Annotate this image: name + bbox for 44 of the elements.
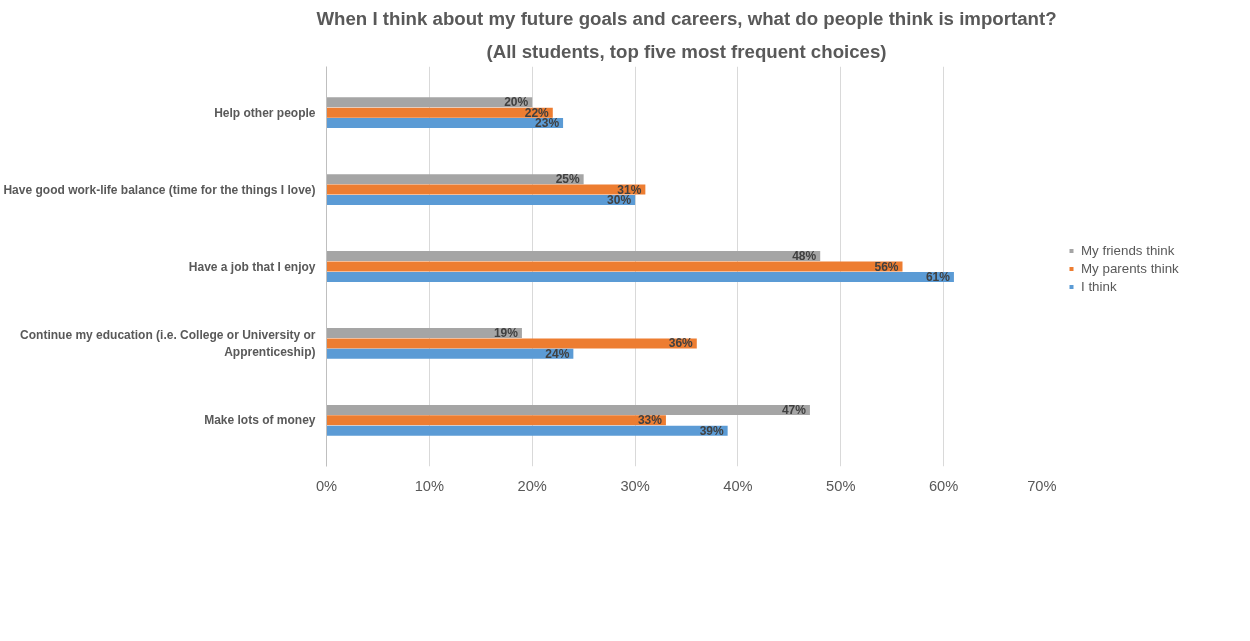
- data-label: 19%: [493, 326, 519, 341]
- x-tick-label: 30%: [620, 477, 650, 494]
- bar: [326, 97, 533, 108]
- data-label: 24%: [545, 346, 570, 361]
- data-label: 61%: [925, 269, 951, 284]
- chart-title: When I think about my future goals and careers, what do people think is important?: [316, 7, 1057, 29]
- legend-label: My friends think: [1081, 242, 1175, 258]
- bar: [326, 415, 666, 426]
- bar: [326, 184, 646, 195]
- bar: [326, 338, 697, 349]
- data-label: 23%: [535, 116, 560, 131]
- y-tick-label: Have good work-life balance (time for the things I love): [3, 182, 316, 197]
- y-tick-label: Help other people: [214, 105, 316, 120]
- data-label: 56%: [874, 259, 899, 274]
- bar: [326, 425, 728, 436]
- y-tick-label: Make lots of money: [204, 413, 316, 428]
- x-tick-label: 20%: [517, 477, 547, 494]
- x-tick-label: 70%: [1027, 477, 1057, 494]
- bar: [326, 174, 584, 185]
- data-label: 25%: [555, 172, 580, 187]
- chart-subtitle: (All students, top five most frequent choices): [486, 40, 887, 62]
- y-tick-label: Have a job that I enjoy: [188, 259, 316, 274]
- bar: [326, 194, 636, 205]
- data-label: 47%: [781, 402, 807, 417]
- x-tick-label: 50%: [826, 477, 856, 494]
- x-tick-label: 40%: [723, 477, 753, 494]
- legend-label: I think: [1081, 278, 1117, 294]
- x-tick-label: 10%: [414, 477, 445, 494]
- bar: [326, 328, 522, 339]
- bar: [326, 261, 903, 272]
- data-label: 39%: [699, 423, 724, 438]
- bar: [326, 107, 553, 118]
- y-tick-label: Continue my education (i.e. College or University or Apprenticeship): [20, 328, 316, 359]
- x-tick-label: 60%: [928, 477, 959, 494]
- data-label: 33%: [637, 413, 663, 428]
- bar: [326, 404, 810, 415]
- data-label: 48%: [792, 249, 817, 264]
- bar: [326, 118, 564, 129]
- x-tick-label: 0%: [315, 477, 338, 494]
- data-label: 36%: [668, 336, 694, 351]
- bar: [326, 271, 954, 282]
- bar: [326, 348, 574, 359]
- bar: [326, 251, 821, 262]
- legend-label: My parents think: [1081, 260, 1179, 276]
